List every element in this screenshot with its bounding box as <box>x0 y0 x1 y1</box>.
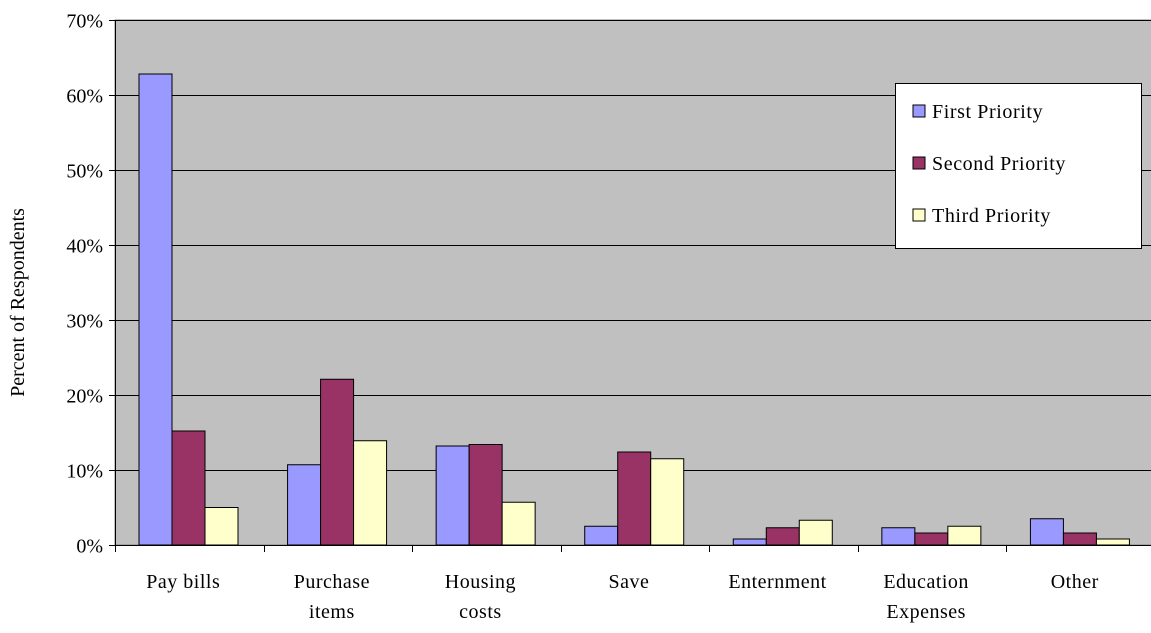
bar-third-priority <box>947 525 982 546</box>
x-tick-label: Expenses <box>886 601 966 623</box>
bar-second-priority <box>1062 532 1097 546</box>
bar-first-priority <box>1029 518 1064 546</box>
y-tick-label: 0% <box>76 536 103 558</box>
x-tick-label: items <box>309 601 355 623</box>
legend-swatch <box>912 104 926 118</box>
bar-third-priority <box>650 458 685 546</box>
bar-third-priority <box>353 440 388 546</box>
x-tick-label: Save <box>609 571 650 593</box>
y-tick-label: 10% <box>66 461 103 483</box>
bar-second-priority <box>914 532 949 546</box>
y-tick-label: 40% <box>66 236 103 258</box>
bar-first-priority <box>881 527 916 546</box>
legend-label: First Priority <box>932 101 1043 123</box>
bar-second-priority <box>171 430 206 546</box>
bar-first-priority <box>138 73 173 546</box>
x-tick-label: Pay bills <box>146 571 220 593</box>
x-tick-label: Enternment <box>728 571 826 593</box>
x-tick-label: Purchase <box>294 571 370 593</box>
x-tick-label: costs <box>459 601 502 623</box>
bar-third-priority <box>798 519 833 546</box>
legend-label: Third Priority <box>932 205 1051 227</box>
bar-first-priority <box>732 538 767 546</box>
bar-second-priority <box>617 451 652 546</box>
y-tick-label: 20% <box>66 386 103 408</box>
legend-swatch <box>912 208 926 222</box>
legend: First Priority Second Priority Third Prior… <box>895 83 1142 249</box>
bar-first-priority <box>287 464 322 546</box>
bar-second-priority <box>320 378 355 546</box>
bar-third-priority <box>1095 538 1130 546</box>
legend-box <box>895 83 1142 249</box>
y-axis-label: Percent of Respondents <box>7 208 29 397</box>
bar-first-priority <box>584 525 619 546</box>
bar-second-priority <box>765 527 800 546</box>
x-tick-label: Housing <box>445 571 516 593</box>
bar-third-priority <box>501 501 536 546</box>
y-tick-label: 30% <box>66 311 103 333</box>
bar-first-priority <box>435 445 470 546</box>
x-tick-label: Other <box>1051 571 1099 593</box>
legend-swatch <box>912 156 926 170</box>
y-tick-label: 70% <box>66 11 103 33</box>
bar-second-priority <box>468 444 503 546</box>
x-tick-label: Education <box>883 571 969 593</box>
y-tick-label: 60% <box>66 86 103 108</box>
legend-label: Second Priority <box>932 153 1066 175</box>
bar-third-priority <box>204 507 239 546</box>
y-tick-label: 50% <box>66 161 103 183</box>
axes-group: 0% 10% 20% 30% 40% 50% 60% 70% Pay bills Purchase… <box>7 11 1151 623</box>
